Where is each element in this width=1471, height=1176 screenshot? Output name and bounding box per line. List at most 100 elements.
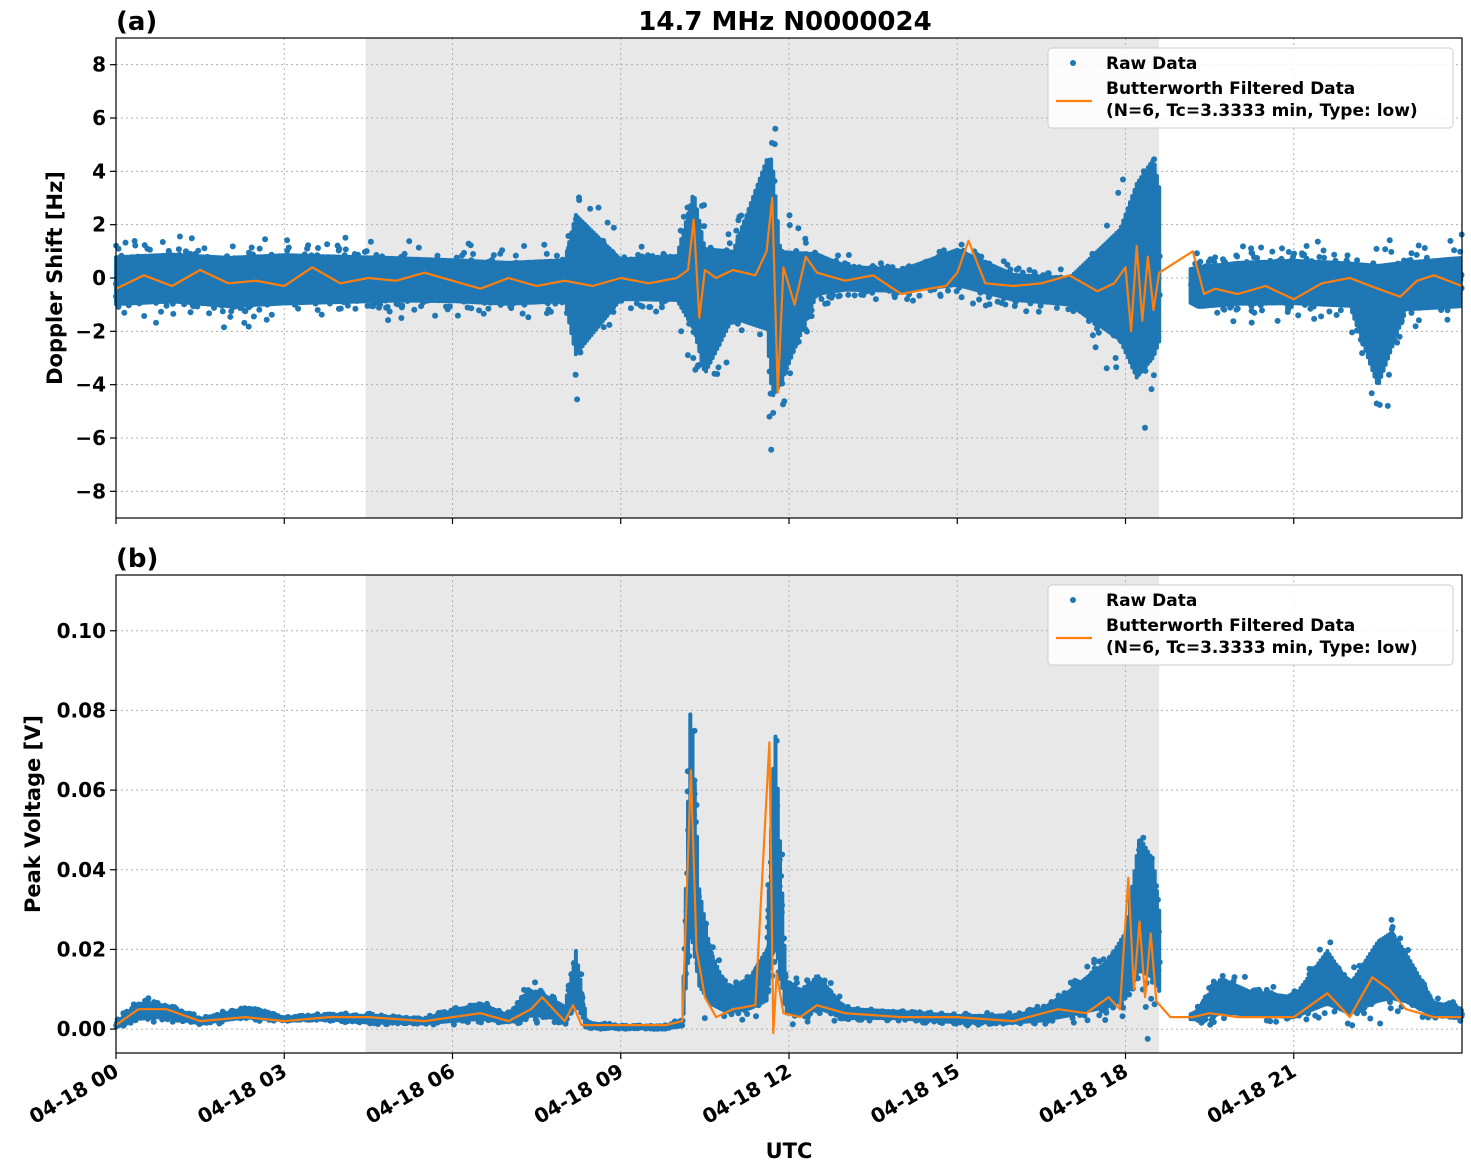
raw-data-point [1269,249,1275,255]
raw-data-point [1316,254,1322,260]
raw-data-point [1285,309,1291,315]
raw-data-point [638,303,644,309]
raw-data-point [123,240,129,246]
raw-data-point [227,314,233,320]
raw-data-point [1234,307,1240,313]
raw-data-point [364,248,370,254]
raw-data-point [383,305,389,311]
raw-data-point [1349,1022,1355,1028]
raw-data-point [653,309,659,315]
raw-data-point [757,331,763,337]
raw-data-point [1322,1010,1328,1016]
raw-data-point [639,244,645,250]
raw-data-point [1414,252,1420,258]
raw-data-point [520,311,526,317]
raw-data-point [177,234,183,240]
raw-data-point [970,301,976,307]
raw-data-point [1382,246,1388,252]
raw-data-point [576,195,582,201]
raw-data-point [1409,250,1415,256]
raw-data-point [241,320,247,326]
raw-data-point [411,307,417,313]
raw-data-point [1254,255,1260,261]
raw-data-point [699,203,705,209]
raw-data-point [269,312,275,318]
raw-data-point [160,239,166,245]
raw-data-point [432,313,438,319]
raw-data-point [1290,254,1296,260]
raw-data-point [1389,917,1395,923]
raw-data-point [828,980,834,986]
raw-data-point [701,223,707,229]
raw-data-point [768,447,774,453]
raw-data-point [1374,246,1380,252]
raw-data-point [825,300,831,306]
raw-data-point [249,245,255,251]
raw-data-point [1096,330,1102,336]
raw-data-point [938,293,944,299]
raw-data-point [976,297,982,303]
raw-data-point [1351,964,1357,970]
raw-data-point [1413,323,1419,329]
chart-title: 14.7 MHz N0000024 [638,7,931,37]
raw-data-point [716,364,722,370]
raw-data-point [406,238,412,244]
raw-data-point [1416,243,1422,249]
raw-data-point [916,293,922,299]
raw-data-point [525,314,531,320]
raw-data-point [1142,425,1148,431]
raw-data-point [1275,318,1281,324]
raw-data-point [324,241,330,247]
raw-data-point [1214,310,1220,316]
raw-data-point [447,303,453,309]
raw-data-point [611,225,617,231]
raw-data-point [201,245,207,251]
raw-data-point [1259,307,1265,313]
raw-data-point [831,1018,837,1024]
raw-data-point [170,311,176,317]
y-tick-label: −8 [75,479,106,503]
raw-data-point [256,307,262,313]
raw-data-point [795,225,801,231]
raw-data-point [499,247,505,253]
raw-data-point [1120,177,1126,183]
raw-data-point [1315,239,1321,245]
raw-data-point [1318,313,1324,319]
raw-data-point [1304,243,1310,249]
y-tick-label: 4 [92,159,106,183]
raw-data-point [1316,1015,1322,1021]
raw-data-point [1230,318,1236,324]
raw-data-point [468,242,474,248]
raw-data-point [945,288,951,294]
panel-a-label: (a) [116,7,157,37]
raw-data-point [1422,245,1428,251]
raw-data-point [1249,320,1255,326]
raw-data-point [573,372,579,378]
y-tick-label: −4 [75,373,106,397]
raw-data-point [1148,996,1154,1002]
raw-data-point [726,231,732,237]
raw-data-point [1435,996,1441,1002]
raw-data-point [262,236,268,242]
raw-data-point [712,371,718,377]
raw-data-point [692,367,698,373]
raw-data-point [1090,332,1096,338]
raw-data-point [1240,243,1246,249]
raw-data-point [544,251,550,257]
raw-data-point [132,238,138,244]
raw-data-point [1386,372,1392,378]
raw-data-point [147,247,153,253]
raw-data-point [587,206,593,212]
raw-data-point [1071,1020,1077,1026]
raw-data-point [835,253,841,259]
raw-data-point [286,245,292,251]
raw-data-point [1369,390,1375,396]
raw-data-point [465,305,471,311]
raw-data-point [532,979,538,985]
raw-data-point [724,360,730,366]
raw-data-point [681,214,687,220]
raw-data-point [1149,386,1155,392]
